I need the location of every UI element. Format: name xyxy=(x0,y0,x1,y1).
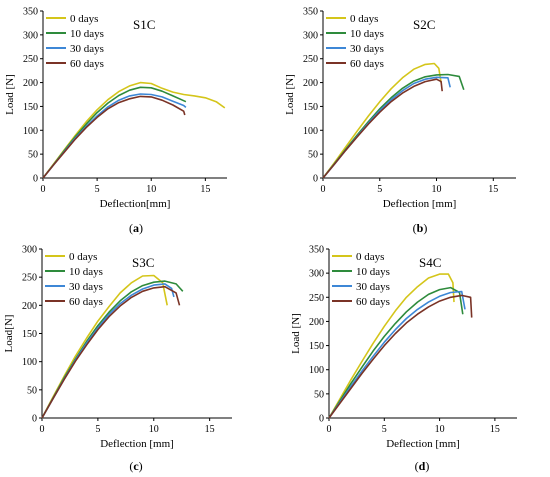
x-tick-label: 15 xyxy=(490,424,500,435)
series-line xyxy=(42,81,226,179)
y-tick-label: 200 xyxy=(23,78,38,89)
y-tick-label: 150 xyxy=(22,329,37,340)
y-tick-label: 0 xyxy=(319,414,324,425)
series-line xyxy=(41,274,168,419)
x-tick-label: 5 xyxy=(95,184,100,195)
series-line xyxy=(328,290,466,419)
legend-label: 10 days xyxy=(70,28,104,40)
y-axis-label: Load[N] xyxy=(3,315,15,353)
series-line xyxy=(328,294,473,419)
y-axis-label: Load [N] xyxy=(4,74,16,115)
y-tick-label: 150 xyxy=(309,341,324,352)
y-tick-label: 50 xyxy=(314,389,324,400)
legend-label: 0 days xyxy=(70,13,98,25)
y-tick-label: 0 xyxy=(32,414,37,425)
x-tick-label: 0 xyxy=(327,424,332,435)
y-tick-label: 50 xyxy=(27,385,37,396)
y-tick-label: 200 xyxy=(309,317,324,328)
legend-label: 10 days xyxy=(356,266,390,278)
y-tick-label: 0 xyxy=(313,174,318,185)
chart-panel-c: 0 50 100 150 200 250 300 0 5 10 15 Deflection [mm] L… xyxy=(3,245,232,473)
y-tick-label: 50 xyxy=(308,150,318,161)
x-tick-label: 0 xyxy=(321,184,326,195)
series-line xyxy=(328,273,455,419)
y-tick-label: 150 xyxy=(23,102,38,113)
panel-title: S4C xyxy=(419,255,441,270)
x-tick-label: 10 xyxy=(149,424,159,435)
y-tick-label: 100 xyxy=(309,365,324,376)
panel-title: S2C xyxy=(413,17,435,32)
x-tick-label: 15 xyxy=(200,184,210,195)
x-tick-label: 5 xyxy=(382,424,387,435)
panel-caption: (c) xyxy=(129,459,142,473)
y-tick-label: 300 xyxy=(309,269,324,280)
chart-panel-a: 0 50 100 150 200 250 300 350 0 5 10 15 Deflection[mm… xyxy=(4,7,227,235)
series-line xyxy=(328,286,464,419)
x-axis-label: Deflection [mm] xyxy=(383,198,457,210)
y-tick-label: 200 xyxy=(22,301,37,312)
series-line xyxy=(322,62,442,179)
series-line xyxy=(322,76,451,179)
legend-label: 30 days xyxy=(350,43,384,55)
legend-label: 10 days xyxy=(69,266,103,278)
y-tick-label: 300 xyxy=(23,30,38,41)
series-line xyxy=(42,93,187,179)
series-line xyxy=(41,283,175,419)
y-tick-label: 100 xyxy=(23,126,38,137)
x-axis-label: Deflection[mm] xyxy=(100,198,171,210)
x-tick-label: 10 xyxy=(435,424,445,435)
x-tick-label: 15 xyxy=(488,184,498,195)
x-tick-label: 10 xyxy=(432,184,442,195)
y-tick-label: 0 xyxy=(33,174,38,185)
x-tick-label: 15 xyxy=(205,424,215,435)
panel-title: S3C xyxy=(132,255,154,270)
chart-panel-d: 0 50 100 150 200 250 300 350 0 5 10 15 Deflection [m… xyxy=(290,245,517,473)
legend-label: 0 days xyxy=(350,13,378,25)
panel-caption: (d) xyxy=(415,459,430,473)
y-tick-label: 350 xyxy=(23,7,38,18)
x-tick-label: 0 xyxy=(41,184,46,195)
y-tick-label: 250 xyxy=(303,54,318,65)
y-tick-label: 300 xyxy=(22,245,37,256)
y-tick-label: 150 xyxy=(303,102,318,113)
x-axis-label: Deflection [mm] xyxy=(386,438,460,450)
y-tick-label: 350 xyxy=(309,245,324,256)
legend-label: 60 days xyxy=(350,58,384,70)
legend-label: 30 days xyxy=(69,281,103,293)
legend-label: 30 days xyxy=(70,43,104,55)
legend-label: 0 days xyxy=(356,251,384,263)
y-tick-label: 100 xyxy=(22,357,37,368)
x-tick-label: 5 xyxy=(377,184,382,195)
x-tick-label: 5 xyxy=(95,424,100,435)
x-tick-label: 0 xyxy=(40,424,45,435)
x-axis-label: Deflection [mm] xyxy=(100,438,174,450)
y-tick-label: 200 xyxy=(303,78,318,89)
y-tick-label: 350 xyxy=(303,7,318,18)
legend-label: 30 days xyxy=(356,281,390,293)
panel-title: S1C xyxy=(133,17,155,32)
legend-label: 0 days xyxy=(69,251,97,263)
series-line xyxy=(41,285,181,419)
y-tick-label: 250 xyxy=(23,54,38,65)
series-line xyxy=(322,78,443,179)
chart-panel-b: 0 50 100 150 200 250 300 350 0 5 10 15 Deflection [m… xyxy=(284,7,516,235)
y-tick-label: 250 xyxy=(309,293,324,304)
y-tick-label: 50 xyxy=(28,150,38,161)
panel-caption: (a) xyxy=(129,221,143,235)
y-tick-label: 300 xyxy=(303,30,318,41)
y-axis-label: Load [N] xyxy=(284,74,296,115)
y-axis-label: Load [N] xyxy=(290,313,302,354)
legend-label: 60 days xyxy=(356,296,390,308)
series-line xyxy=(42,95,186,179)
x-tick-label: 10 xyxy=(146,184,156,195)
y-tick-label: 100 xyxy=(303,126,318,137)
legend-label: 60 days xyxy=(69,296,103,308)
legend-label: 60 days xyxy=(70,58,104,70)
legend-label: 10 days xyxy=(350,28,384,40)
panel-caption: (b) xyxy=(413,221,428,235)
y-tick-label: 250 xyxy=(22,273,37,284)
